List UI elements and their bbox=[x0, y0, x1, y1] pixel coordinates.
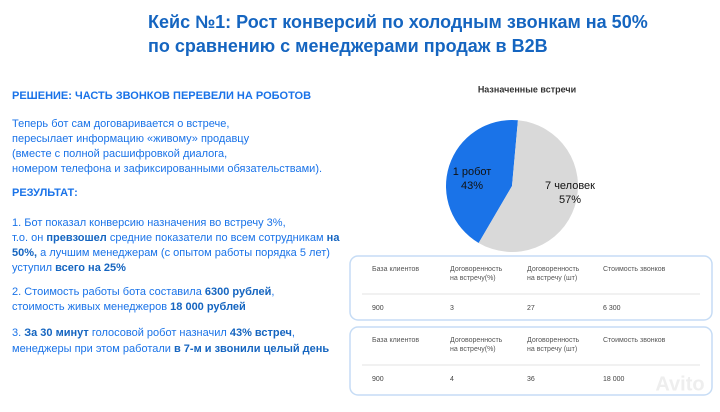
slice-value: 57% bbox=[559, 194, 581, 206]
table-cell: 900 bbox=[372, 305, 384, 312]
table-header: База клиентов bbox=[372, 337, 419, 344]
text-line: номером телефона и зафиксированными обяз… bbox=[12, 163, 322, 175]
text: уступил bbox=[12, 262, 56, 274]
text-line: менеджеры при этом работали в 7-м и звон… bbox=[12, 343, 329, 355]
bold-text: 6300 рублей bbox=[204, 286, 272, 298]
text: пересылает информацию «живому» продавцу bbox=[12, 133, 250, 145]
text: Теперь бот сам договаривается о встрече, bbox=[12, 118, 230, 130]
watermark: Avito bbox=[655, 373, 704, 395]
text: а лучшим менеджерам (с опытом работы пор… bbox=[37, 247, 330, 259]
text: голосовой робот назначил bbox=[88, 327, 230, 339]
table-cell: 18 000 bbox=[603, 376, 625, 383]
text: менеджеры при этом работали bbox=[12, 343, 174, 355]
bold-text: 43% встреч bbox=[229, 327, 292, 339]
pie-slice bbox=[478, 120, 578, 252]
text-line: 50%, а лучшим менеджерам (с опытом работ… bbox=[12, 247, 330, 259]
table-cell: 6 300 bbox=[603, 305, 621, 312]
table-header: Договоренность на встречу (шт) bbox=[527, 266, 580, 282]
bold-text: всего на 25% bbox=[55, 262, 126, 274]
text-line: 2. Стоимость работы бота составила 6300 … bbox=[12, 286, 274, 298]
pie-slice bbox=[446, 120, 518, 243]
text-line: (вместе с полной расшифровкой диалога, bbox=[12, 148, 227, 160]
solution-heading: РЕШЕНИЕ: ЧАСТЬ ЗВОНКОВ ПЕРЕВЕЛИ НА РОБОТ… bbox=[12, 90, 312, 102]
text: , bbox=[271, 286, 275, 298]
bold-text: За 30 минут bbox=[24, 327, 89, 339]
bold-text: 50%, bbox=[12, 247, 38, 259]
table-header: Договоренность на встречу (шт) bbox=[527, 337, 580, 353]
text-line: Теперь бот сам договаривается о встрече, bbox=[12, 118, 229, 130]
table-header: Стоимость звонков bbox=[603, 266, 666, 273]
bold-text: превзошел bbox=[46, 232, 107, 244]
table-cell: 27 bbox=[527, 305, 535, 312]
table-header: Стоимость звонков bbox=[603, 337, 666, 344]
table-frame bbox=[349, 326, 713, 396]
text-line: уступил всего на 25% bbox=[12, 262, 126, 274]
text: 3. bbox=[12, 327, 25, 339]
table-header: База клиентов bbox=[372, 266, 419, 273]
text: средние показатели по всем сотрудникам bbox=[106, 232, 327, 244]
bold-text: в 7-м и звонили целый день bbox=[173, 343, 330, 355]
table-cell: 4 bbox=[450, 376, 454, 383]
text-line: 1. Бот показал конверсию назначения во в… bbox=[12, 217, 286, 229]
table-header: Договоренность на встречу(%) bbox=[450, 337, 503, 353]
table-cell: 900 bbox=[372, 376, 384, 383]
text: номером телефона и зафиксированными обяз… bbox=[12, 163, 323, 175]
bold-text: на bbox=[326, 232, 340, 244]
slide-title: Кейс №1: Рост конверсий по холодным звон… bbox=[148, 12, 648, 56]
slice-label: 1 робот bbox=[453, 166, 492, 178]
text-line: пересылает информацию «живому» продавцу bbox=[12, 133, 249, 145]
text-line: 3. За 30 минут голосовой робот назначил … bbox=[12, 327, 295, 339]
text: 2. Стоимость работы бота составила bbox=[12, 286, 205, 298]
table-frame bbox=[349, 255, 713, 321]
text-line: стоимость живых менеджеров 18 000 рублей bbox=[12, 301, 246, 313]
table-header: Договоренность на встречу(%) bbox=[450, 266, 503, 282]
text: 1. Бот показал конверсию назначения во в… bbox=[12, 217, 286, 229]
text-line: т.о. он превзошел средние показатели по … bbox=[12, 232, 339, 244]
table-cell: 36 bbox=[527, 376, 535, 383]
bold-text: 18 000 рублей bbox=[170, 301, 246, 313]
table-cell: 3 bbox=[450, 305, 454, 312]
text: т.о. он bbox=[12, 232, 47, 244]
text: (вместе с полной расшифровкой диалога, bbox=[12, 148, 228, 160]
text: , bbox=[291, 327, 295, 339]
slice-value: 43% bbox=[461, 180, 483, 192]
slice-label: 7 человек bbox=[545, 180, 595, 192]
result-heading: РЕЗУЛЬТАТ: bbox=[12, 187, 78, 199]
text: стоимость живых менеджеров bbox=[12, 301, 171, 313]
chart-title: Назначенные встречи bbox=[478, 84, 576, 94]
